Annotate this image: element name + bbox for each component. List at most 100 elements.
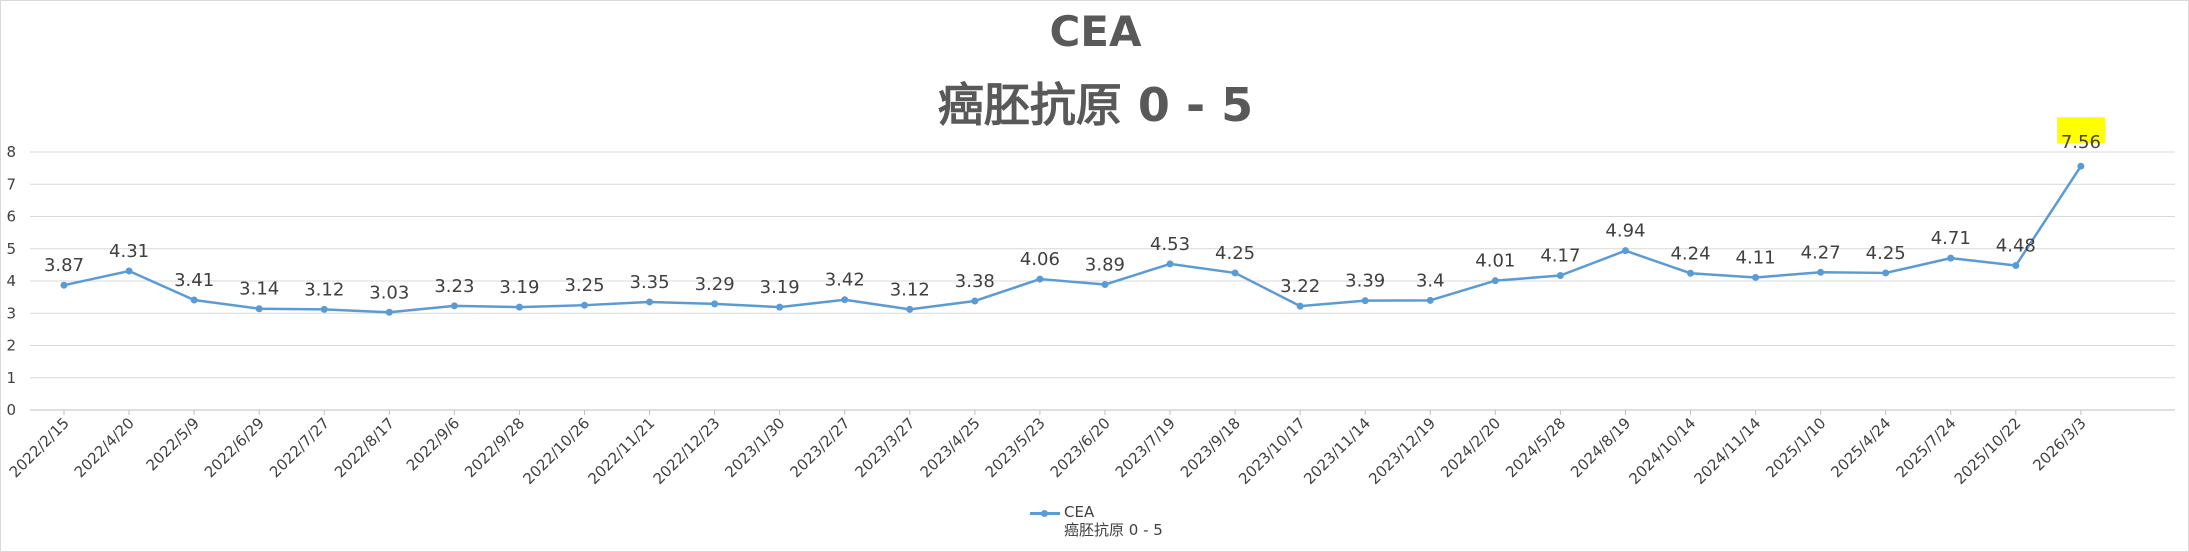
x-tick-label: 2025/4/24 [1827,414,1894,481]
data-label: 4.48 [1996,236,2036,257]
y-tick-label: 6 [6,208,16,226]
x-tick-label: 2024/2/20 [1437,414,1504,481]
x-tick-label: 2022/8/17 [331,414,398,481]
data-label: 3.38 [955,271,995,292]
y-tick-label: 4 [6,272,16,290]
y-tick-label: 3 [6,304,16,322]
data-point [1231,269,1239,277]
data-label: 3.41 [174,270,214,291]
data-point [776,303,784,311]
x-tick-label: 2022/10/26 [519,414,593,488]
data-label: 3.4 [1416,270,1445,291]
x-tick-label: 2022/4/20 [71,414,138,481]
data-label: 4.11 [1736,247,1776,268]
data-label: 4.94 [1605,221,1645,242]
data-point [1036,275,1044,283]
data-point [1882,269,1890,277]
x-tick-label: 2023/3/27 [851,414,918,481]
x-tick-label: 2022/12/23 [650,414,724,488]
data-label: 4.17 [1540,246,1580,267]
data-point [1426,296,1434,304]
data-point [580,301,588,309]
x-tick-label: 2025/7/24 [1892,414,1959,481]
x-tick-label: 2024/10/14 [1625,414,1699,488]
data-label: 4.06 [1020,249,1060,270]
x-tick-label: 2022/6/29 [201,414,268,481]
data-label: 3.87 [44,255,84,276]
legend-swatch [1030,508,1060,518]
x-tick-label: 2022/5/9 [143,414,203,474]
data-label: 4.53 [1150,234,1190,255]
x-tick-label: 2024/8/19 [1567,414,1634,481]
data-point [1166,260,1174,268]
x-tick-label: 2022/11/21 [585,414,659,488]
x-tick-label: 2023/11/14 [1300,414,1374,488]
data-point [450,302,458,310]
data-point [971,297,979,305]
data-point [320,305,328,313]
data-point [1817,268,1825,276]
data-point [1947,254,1955,262]
data-label: 4.01 [1475,251,1515,272]
data-label-highlight [2056,117,2105,144]
chart-subtitle: 癌胚抗原 0 - 5 [937,78,1254,132]
x-tick-label: 2023/10/17 [1235,414,1309,488]
x-tick-label: 2025/1/10 [1762,414,1829,481]
data-point [385,308,393,316]
x-tick-label: 2022/9/6 [403,414,463,474]
data-label: 3.19 [760,277,800,298]
data-point [125,267,133,275]
y-tick-label: 2 [6,337,16,355]
x-tick-label: 2023/9/18 [1177,414,1244,481]
x-tick-label: 2023/5/23 [982,414,1049,481]
data-point [1687,269,1695,277]
data-label: 3.03 [369,282,409,303]
data-point [1752,273,1760,281]
data-point [1361,297,1369,305]
x-tick-label: 2022/2/15 [6,414,73,481]
data-label: 4.25 [1866,243,1906,264]
data-label: 3.42 [825,270,865,291]
data-point [646,298,654,306]
data-point [1101,281,1109,289]
data-label: 3.39 [1345,271,1385,292]
data-label: 7.56 [2061,132,2101,153]
data-point [255,305,263,313]
data-label: 3.35 [630,272,670,293]
data-point [1491,277,1499,285]
y-tick-label: 5 [6,240,16,258]
x-tick-label: 2023/2/27 [786,414,853,481]
x-tick-label: 2026/3/3 [2029,414,2089,474]
y-tick-label: 0 [6,401,16,419]
data-point [906,305,914,313]
data-label: 3.23 [434,276,474,297]
data-label: 3.89 [1085,255,1125,276]
data-label: 4.24 [1670,243,1710,264]
y-tick-label: 1 [6,369,16,387]
x-tick-label: 2023/12/19 [1365,414,1439,488]
data-label: 3.29 [695,274,735,295]
y-tick-label: 7 [6,175,16,193]
x-tick-label: 2024/11/14 [1691,414,1765,488]
data-point [2077,162,2085,170]
x-tick-label: 2023/4/25 [917,414,984,481]
x-tick-label: 2025/10/22 [1951,414,2025,488]
data-label: 3.14 [239,279,279,300]
data-label: 4.31 [109,241,149,262]
x-tick-label: 2023/7/19 [1112,414,1179,481]
data-label: 3.19 [499,277,539,298]
data-point [711,300,719,308]
data-point [60,281,68,289]
legend: CEA 癌胚抗原 0 - 5 [1030,503,1163,539]
data-point [2012,262,2020,270]
data-label: 3.12 [304,279,344,300]
data-point [190,296,198,304]
data-label: 3.12 [890,279,930,300]
data-label: 4.71 [1931,228,1971,249]
data-point [1621,247,1629,255]
data-point [1556,272,1564,280]
data-label: 4.27 [1801,242,1841,263]
x-tick-label: 2022/9/28 [461,414,528,481]
